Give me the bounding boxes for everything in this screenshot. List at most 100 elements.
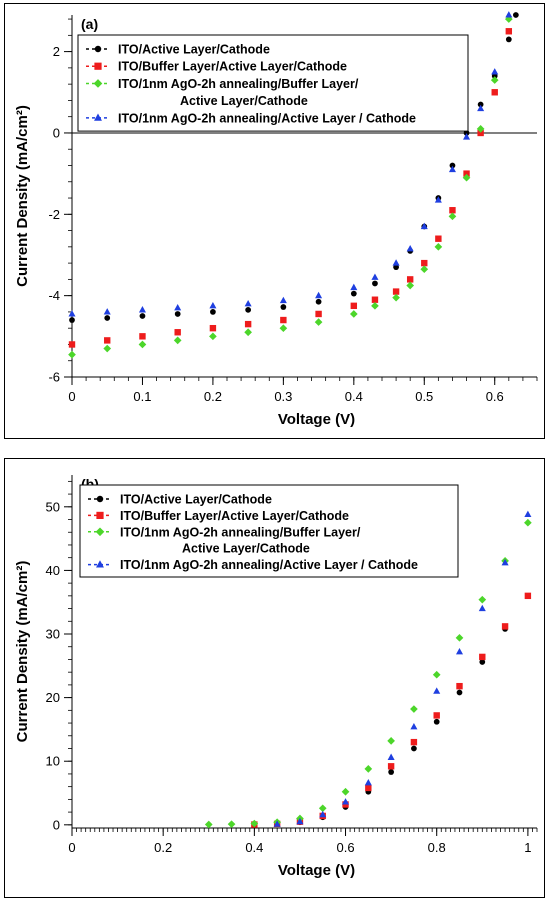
data-point bbox=[68, 350, 76, 359]
x-tick-label: 0 bbox=[68, 389, 75, 404]
data-point bbox=[410, 705, 418, 713]
legend-marker bbox=[96, 495, 104, 503]
data-point bbox=[139, 333, 146, 340]
data-point bbox=[244, 320, 252, 328]
data-point bbox=[392, 293, 400, 302]
data-point bbox=[279, 324, 288, 333]
data-point bbox=[434, 196, 442, 203]
series-ito-1nm-ago-2h-annealing-active-layer-ca bbox=[273, 510, 532, 827]
data-point bbox=[501, 558, 509, 566]
data-point bbox=[365, 784, 372, 792]
data-point bbox=[104, 315, 111, 321]
legend-label: ITO/1nm AgO-2h annealing/Buffer Layer/ bbox=[120, 525, 361, 539]
legend-marker bbox=[96, 511, 104, 519]
legend-box bbox=[77, 34, 469, 132]
data-point bbox=[318, 804, 327, 813]
data-point bbox=[505, 11, 513, 18]
data-point bbox=[505, 36, 512, 43]
data-point bbox=[342, 798, 350, 805]
legend-item: ITO/1nm AgO-2h annealing/Active Layer / … bbox=[88, 558, 418, 572]
legend-marker bbox=[94, 113, 102, 121]
legend-label: ITO/1nm AgO-2h annealing/Buffer Layer/ bbox=[118, 77, 359, 91]
x-tick-label: 0.1 bbox=[133, 389, 151, 404]
x-tick-label: 0.8 bbox=[428, 840, 446, 855]
legend-item: ITO/1nm AgO-2h annealing/Active Layer / … bbox=[86, 111, 416, 125]
data-point bbox=[103, 344, 112, 353]
data-point bbox=[314, 318, 323, 326]
legend-label: Active Layer/Cathode bbox=[182, 542, 310, 556]
legend-item: ITO/Buffer Layer/Active Layer/Cathode bbox=[88, 509, 349, 523]
x-axis-title: Voltage (V) bbox=[278, 411, 355, 428]
data-point bbox=[209, 301, 217, 309]
legend-item: ITO/Buffer Layer/Active Layer/Cathode bbox=[86, 60, 347, 74]
data-point bbox=[209, 324, 217, 332]
data-point bbox=[350, 302, 358, 310]
data-point bbox=[315, 291, 323, 299]
data-point bbox=[479, 659, 486, 665]
data-point bbox=[434, 243, 443, 251]
data-point bbox=[462, 173, 471, 182]
data-point bbox=[524, 592, 532, 600]
data-point bbox=[455, 633, 464, 642]
data-point bbox=[139, 313, 146, 319]
legend-marker bbox=[96, 560, 104, 568]
data-point bbox=[524, 518, 532, 527]
data-point bbox=[406, 281, 415, 290]
legend-box bbox=[79, 484, 459, 578]
legend-item: ITO/Active Layer/Cathode bbox=[88, 493, 272, 507]
data-point bbox=[372, 280, 378, 287]
data-point bbox=[478, 604, 486, 612]
data-point bbox=[341, 787, 350, 796]
data-point bbox=[244, 299, 252, 307]
data-point bbox=[435, 235, 442, 242]
data-point bbox=[410, 723, 418, 730]
y-axis-title: Current Density (mA/cm²) bbox=[14, 105, 31, 287]
data-point bbox=[364, 779, 372, 786]
data-point bbox=[524, 510, 532, 517]
data-point bbox=[210, 309, 216, 315]
legend-label: ITO/Active Layer/Cathode bbox=[120, 493, 272, 507]
data-point bbox=[433, 712, 440, 719]
data-point bbox=[476, 125, 485, 133]
legend: ITO/Active Layer/Cathode ITO/Buffer Layer… bbox=[79, 484, 459, 578]
data-point bbox=[420, 222, 428, 230]
data-point bbox=[421, 259, 428, 267]
y-tick-label: 50 bbox=[46, 499, 60, 514]
y-tick-label: 40 bbox=[46, 563, 60, 578]
legend: ITO/Active Layer/Cathode ITO/Buffer Layer… bbox=[77, 34, 469, 132]
data-point bbox=[410, 738, 418, 746]
data-point bbox=[501, 623, 509, 630]
data-point bbox=[411, 745, 417, 752]
data-point bbox=[456, 689, 463, 696]
data-point bbox=[491, 89, 498, 96]
data-point bbox=[388, 769, 394, 775]
data-point bbox=[449, 162, 456, 169]
legend-marker bbox=[94, 45, 102, 53]
data-point bbox=[463, 133, 471, 140]
data-point bbox=[371, 301, 379, 310]
legend-label: ITO/1nm AgO-2h annealing/Active Layer / … bbox=[118, 111, 416, 125]
data-point bbox=[68, 341, 76, 348]
chart-panel-a: 0 0.1 0.2 0.3 0.4 0.5 0.6 -6 -4 -2 0 2 Voltage (V) Cu… bbox=[4, 3, 545, 439]
data-point bbox=[387, 737, 395, 745]
x-tick-label: 0.6 bbox=[486, 389, 504, 404]
y-tick-label: -4 bbox=[48, 288, 60, 303]
data-point bbox=[479, 653, 486, 661]
x-tick-label: 1 bbox=[524, 840, 531, 855]
x-tick-label: 0.2 bbox=[204, 389, 222, 404]
legend-label: ITO/1nm AgO-2h annealing/Active Layer / … bbox=[120, 558, 418, 572]
x-tick-label: 0.5 bbox=[415, 389, 433, 404]
data-point bbox=[315, 310, 322, 318]
data-point bbox=[420, 265, 429, 274]
data-point bbox=[512, 12, 519, 18]
legend-label: ITO/Buffer Layer/Active Layer/Cathode bbox=[120, 509, 349, 523]
data-point bbox=[103, 308, 111, 315]
data-point bbox=[69, 317, 75, 323]
data-point bbox=[477, 129, 484, 137]
legend-marker bbox=[95, 527, 105, 537]
data-point bbox=[393, 264, 399, 271]
data-point bbox=[387, 753, 395, 760]
data-point bbox=[349, 310, 358, 318]
chart-a-svg: 0 0.1 0.2 0.3 0.4 0.5 0.6 -6 -4 -2 0 2 Voltage (V) Cu… bbox=[14, 11, 538, 428]
